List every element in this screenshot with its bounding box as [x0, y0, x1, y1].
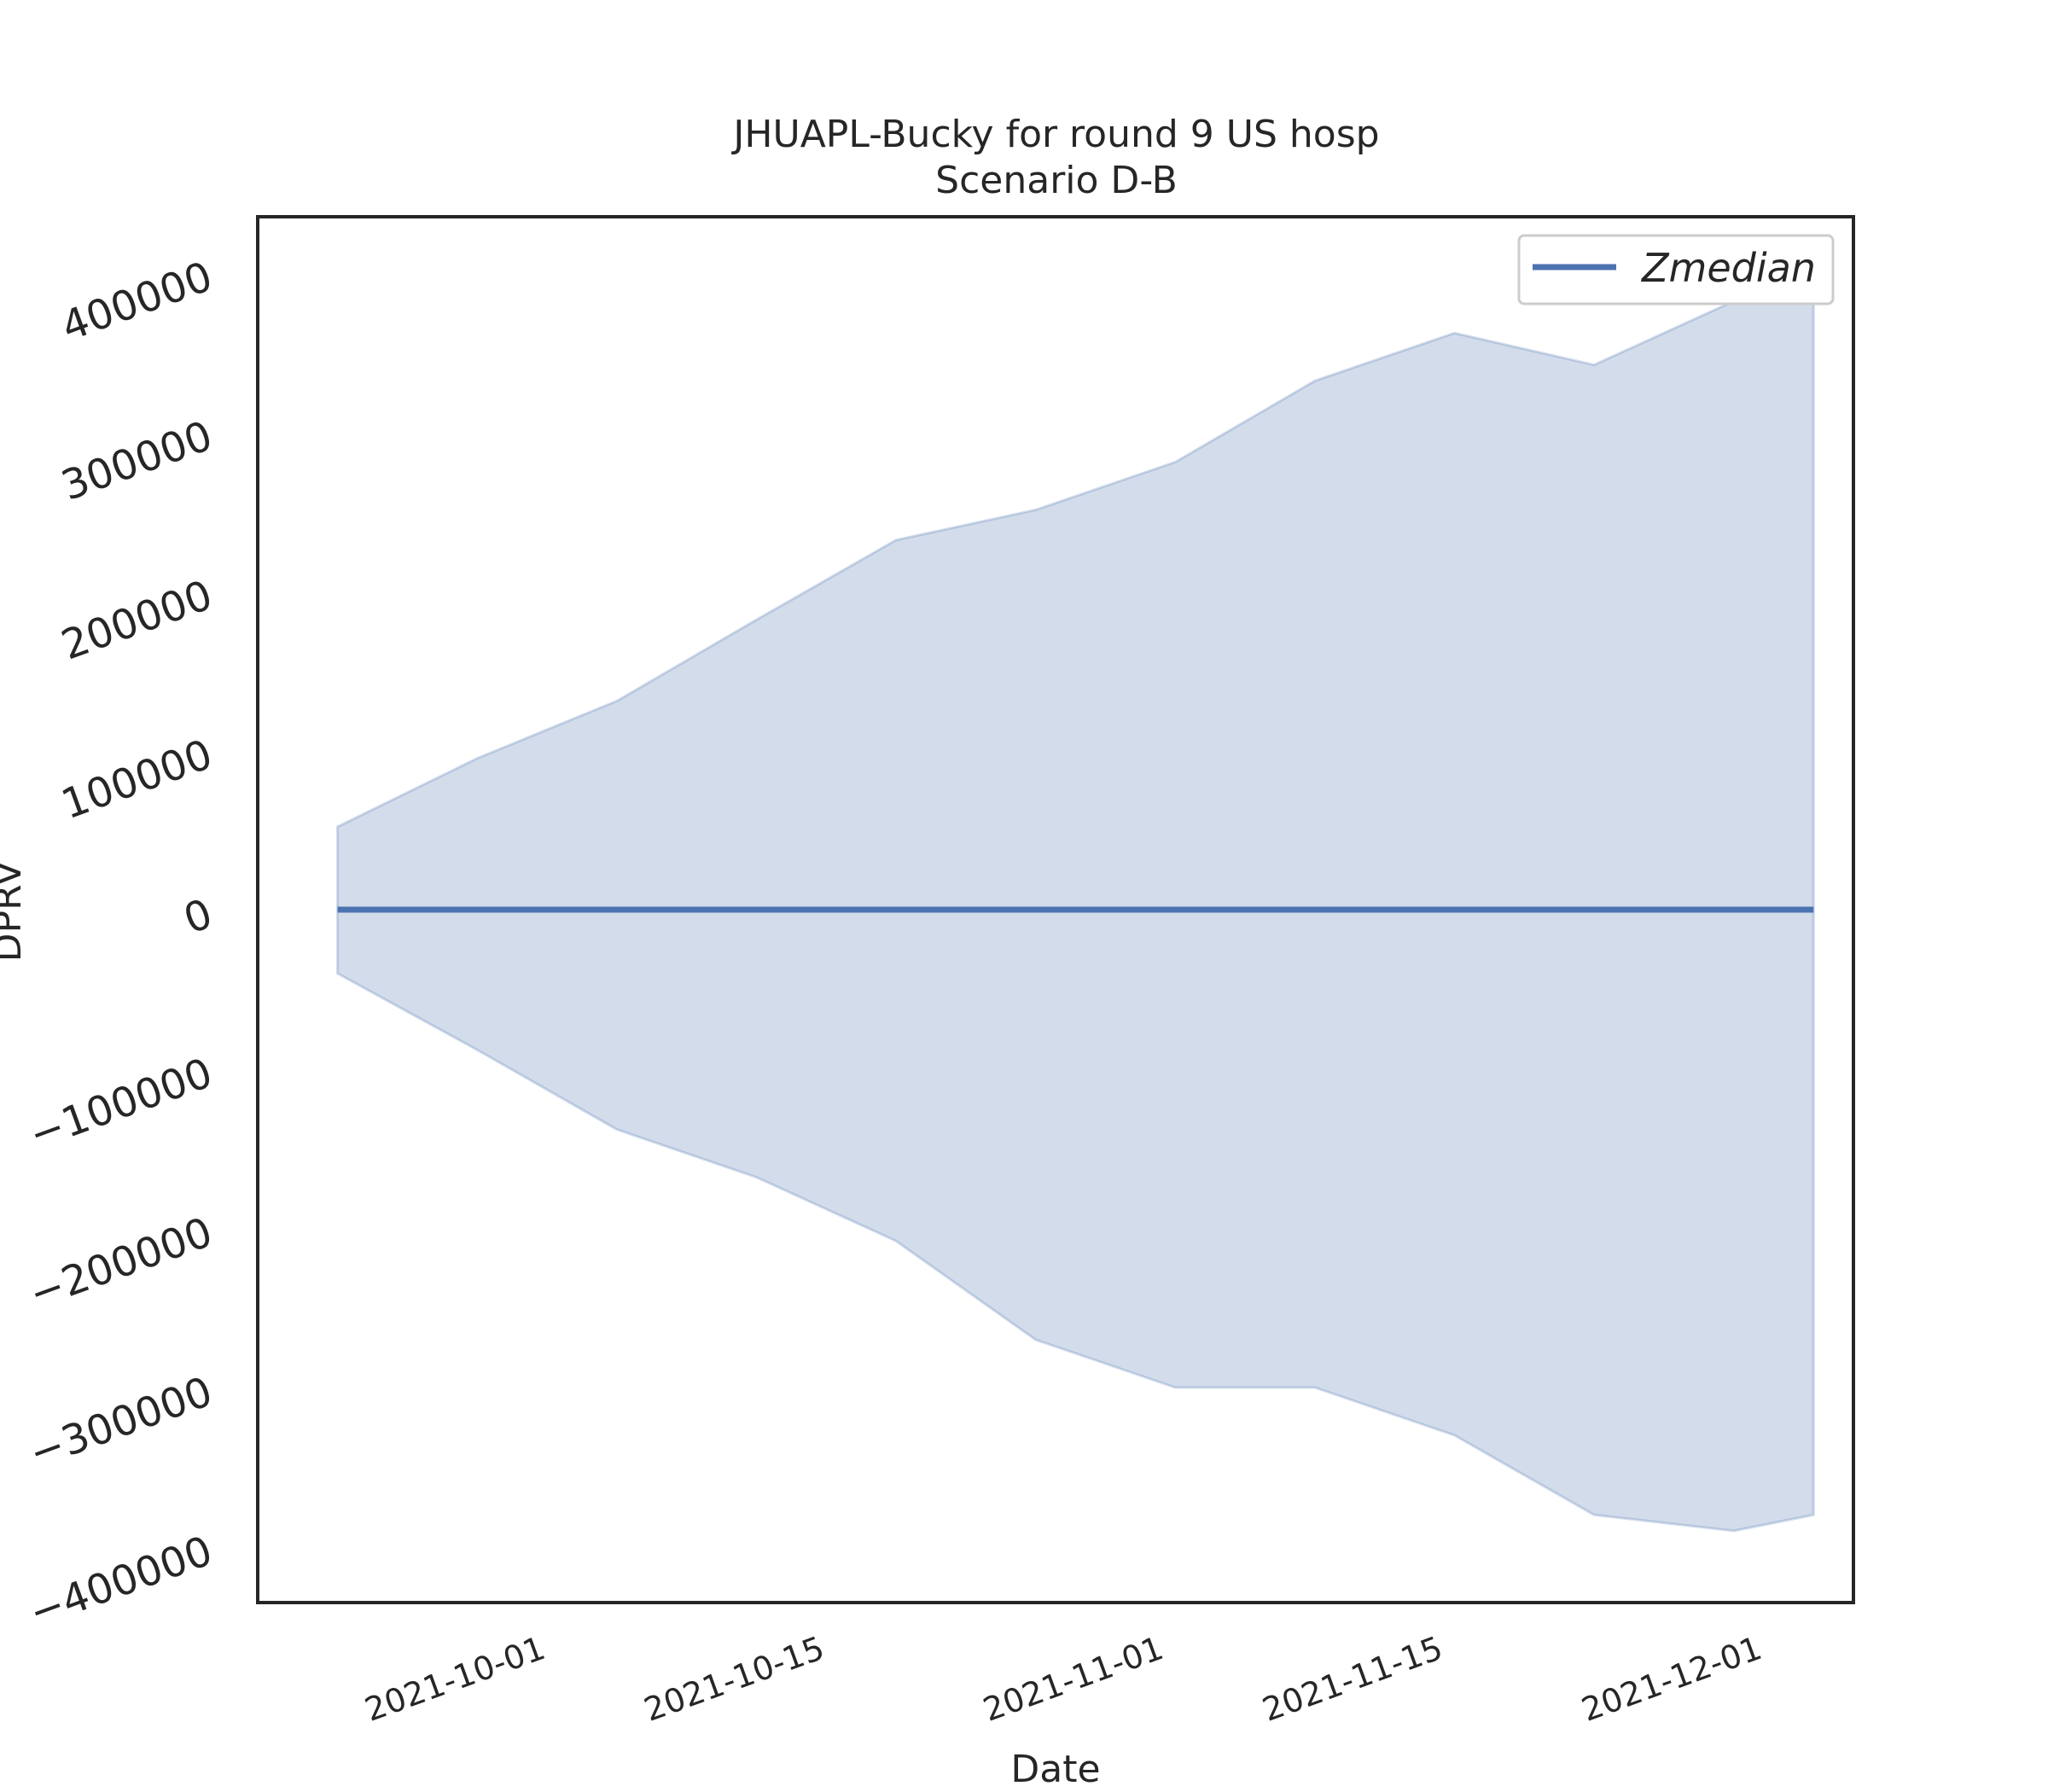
x-tick-label: 2021-11-01: [978, 1629, 1168, 1729]
x-tick-label: 2021-11-15: [1258, 1629, 1448, 1729]
y-tick-label: 300000: [55, 412, 218, 510]
y-tick-label: −100000: [23, 1049, 218, 1159]
y-tick-label: 200000: [55, 571, 218, 669]
x-tick-label: 2021-10-15: [639, 1629, 829, 1729]
x-axis-ticks: 2021-10-01 2021-10-15 2021-11-01 2021-11-15…: [360, 1629, 1766, 1729]
x-tick-label: 2021-10-01: [360, 1629, 550, 1729]
axes-frame: [256, 215, 1855, 1604]
y-axis-label: DPRV: [0, 861, 30, 963]
legend-box: [1517, 234, 1835, 305]
x-tick-label: 2021-12-01: [1577, 1629, 1767, 1729]
y-tick-label: 0: [177, 890, 218, 944]
chart-subtitle: Scenario D-B: [935, 159, 1178, 202]
legend-label-zmedian: Zmedian: [1640, 245, 1816, 291]
confidence-band: [336, 271, 1815, 1533]
y-axis-ticks: −400000 −300000 −200000 −100000 0 100000 20000…: [23, 253, 218, 1637]
y-tick-label: 100000: [55, 730, 218, 829]
chart-title: JHUAPL-Bucky for round 9 US hosp: [730, 113, 1379, 156]
x-axis-label: Date: [1010, 1748, 1100, 1791]
y-tick-label: −400000: [23, 1527, 218, 1637]
y-tick-label: −200000: [23, 1208, 218, 1318]
plot-area: [336, 271, 1815, 1533]
y-tick-label: −300000: [23, 1368, 218, 1478]
legend: Zmedian: [1517, 234, 1835, 305]
y-tick-label: 400000: [55, 253, 218, 351]
